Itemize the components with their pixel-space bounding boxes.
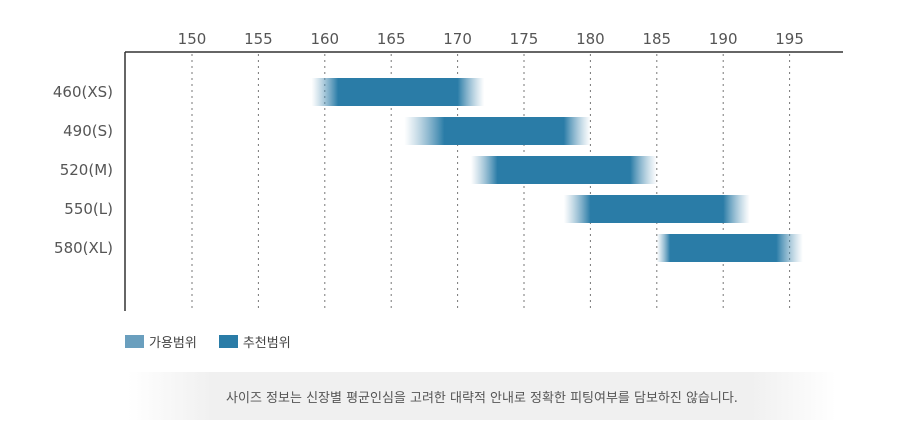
legend-item-available: 가용범위 [125, 332, 197, 351]
x-tick-label: 150 [178, 30, 207, 48]
range-bar [470, 156, 657, 184]
x-tick-label: 185 [642, 30, 671, 48]
category-label: 490(S) [63, 122, 113, 140]
range-bar [563, 195, 750, 223]
x-tick-label: 195 [775, 30, 804, 48]
category-label: 520(M) [60, 161, 113, 179]
x-tick-labels: 150 155 160 165 170 175 180 185 190 195 [178, 30, 804, 48]
range-bar [311, 78, 485, 106]
category-label: 580(XL) [54, 239, 113, 257]
legend-label-recommended: 추천범위 [242, 336, 291, 351]
range-bars [311, 78, 803, 262]
category-label: 550(L) [64, 200, 113, 218]
range-bar [656, 234, 803, 262]
x-tick-label: 160 [310, 30, 339, 48]
x-tick-label: 155 [244, 30, 273, 48]
legend-label-available: 가용범위 [149, 336, 197, 351]
x-tick-label: 190 [709, 30, 738, 48]
size-range-chart: 150 155 160 165 170 175 180 185 190 195 460(XS) 49… [53, 30, 843, 311]
category-label: 460(XS) [53, 83, 113, 101]
category-labels: 460(XS) 490(S) 520(M) 550(L) 580(XL) [53, 83, 113, 257]
x-tick-label: 175 [510, 30, 539, 48]
x-tick-label: 165 [377, 30, 406, 48]
legend-swatch-available [125, 335, 144, 348]
x-tick-label: 170 [443, 30, 472, 48]
x-tick-label: 180 [576, 30, 605, 48]
legend-swatch-recommended [218, 335, 238, 348]
legend-item-recommended: 추천범위 [218, 332, 291, 351]
disclaimer-note: 사이즈 정보는 신장별 평균인심을 고려한 대략적 안내로 정확한 피팅여부를 … [128, 372, 836, 420]
range-bar [404, 117, 591, 145]
legend: 가용범위 추천범위 [125, 332, 313, 351]
